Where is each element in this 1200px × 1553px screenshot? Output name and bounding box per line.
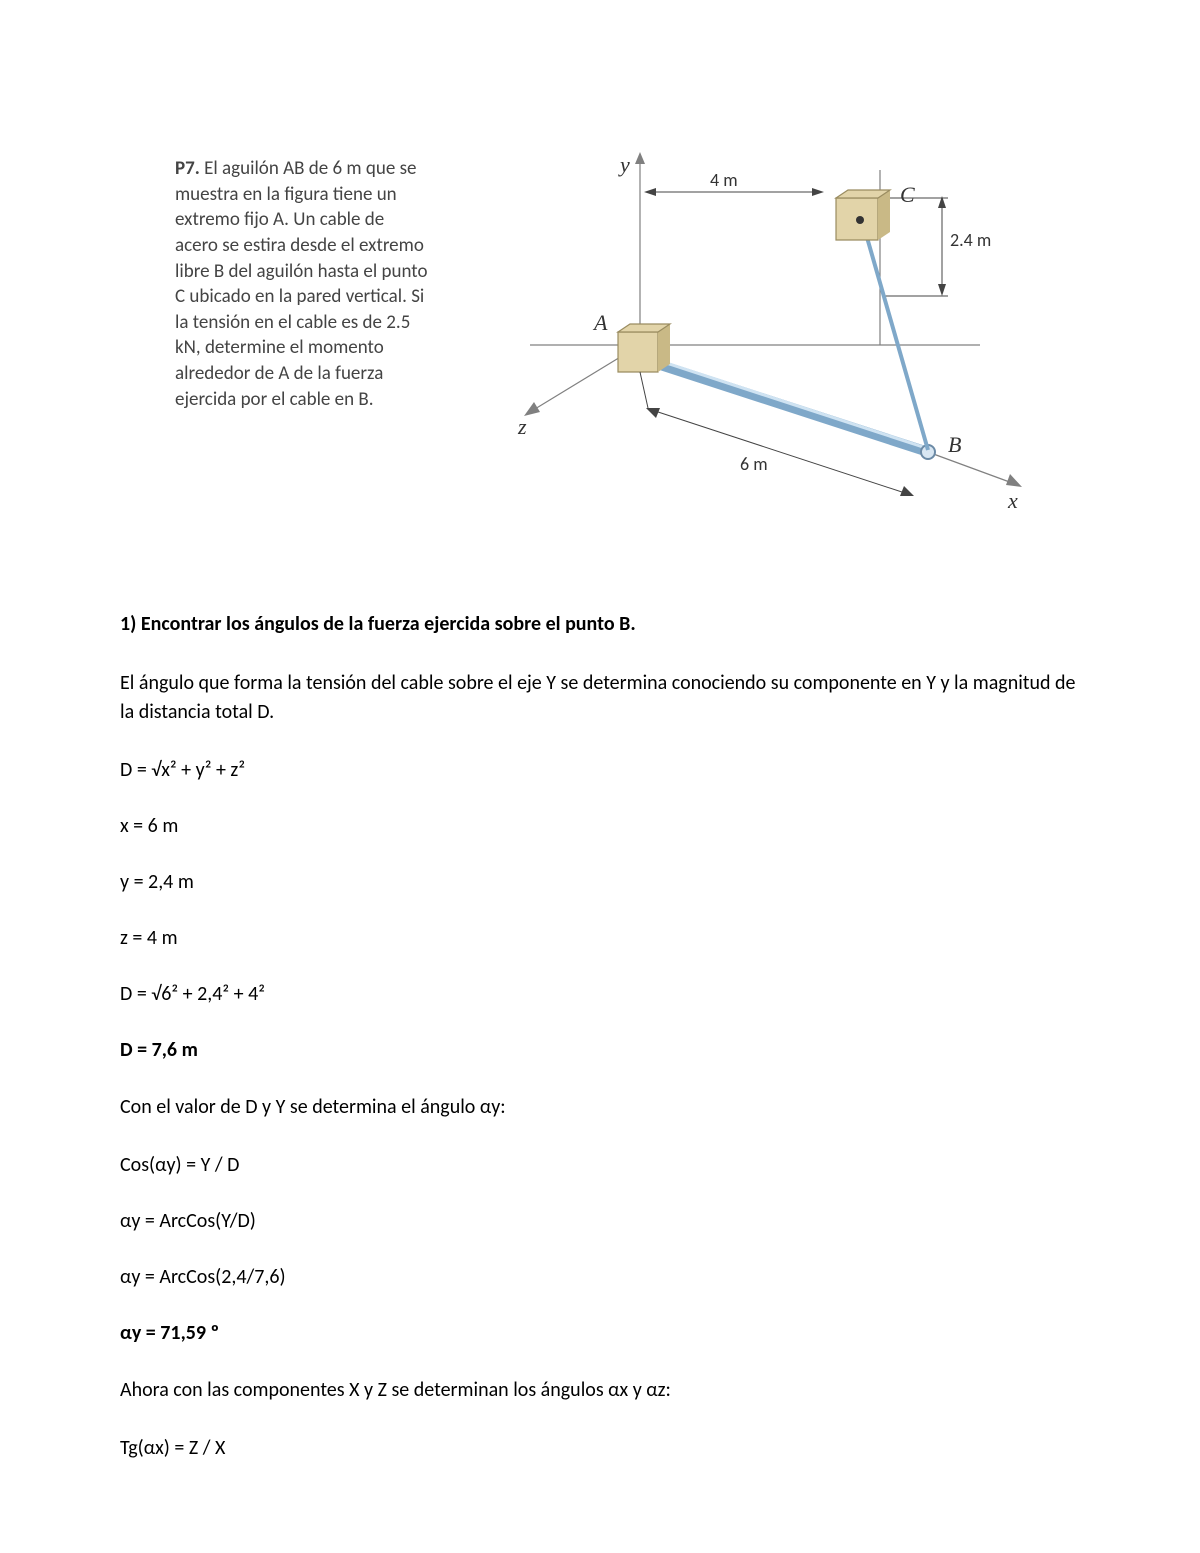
eq-tg: Tg(αx) = Z / X	[120, 1435, 1080, 1461]
dim-bottom: 6 m	[740, 453, 768, 475]
axis-label-x: x	[1007, 488, 1018, 513]
dim-top: 4 m	[710, 169, 738, 191]
eq-cos: Cos(αy) = Y / D	[120, 1152, 1080, 1178]
axis-label-y: y	[618, 152, 630, 177]
para-xz: Ahora con las componentes X y Z se deter…	[120, 1376, 1080, 1405]
block-a	[618, 324, 670, 372]
problem-heading: P7.	[175, 157, 200, 180]
diagram-svg: y z x 4 m 2.4 m	[460, 150, 1080, 520]
block-c	[836, 190, 890, 240]
label-b: B	[948, 432, 961, 457]
eq-arc1: αy = ArcCos(Y/D)	[120, 1208, 1080, 1234]
eq-z: z = 4 m	[120, 925, 1080, 951]
eq-y: y = 2,4 m	[120, 869, 1080, 895]
eq-d-val: D = 7,6 m	[120, 1037, 1080, 1063]
label-a: A	[592, 310, 608, 335]
problem-statement: P7. El aguilón AB de 6 m que se muestra …	[120, 150, 430, 520]
solution-body: 1) Encontrar los ángulos de la fuerza ej…	[120, 610, 1080, 1461]
eq-arc2: αy = ArcCos(2,4/7,6)	[120, 1264, 1080, 1290]
step1-intro: El ángulo que forma la tensión del cable…	[120, 669, 1080, 727]
para-alpha-y: Con el valor de D y Y se determina el án…	[120, 1093, 1080, 1122]
problem-row: P7. El aguilón AB de 6 m que se muestra …	[120, 150, 1080, 520]
problem-text: P7. El aguilón AB de 6 m que se muestra …	[175, 156, 430, 412]
diagram: y z x 4 m 2.4 m	[460, 150, 1080, 520]
problem-body: El aguilón AB de 6 m que se muestra en l…	[175, 157, 428, 411]
step1-heading: 1) Encontrar los ángulos de la fuerza ej…	[120, 610, 1080, 639]
dim-right: 2.4 m	[950, 229, 991, 251]
axis-label-z: z	[517, 414, 527, 439]
eq-x: x = 6 m	[120, 813, 1080, 839]
label-c: C	[900, 182, 915, 207]
eq-d-formula: D = √x² + y² + z²	[120, 757, 1080, 783]
eq-d-sub: D = √6² + 2,4² + 4²	[120, 981, 1080, 1007]
eq-alpha-y: αy = 71,59 º	[120, 1320, 1080, 1346]
